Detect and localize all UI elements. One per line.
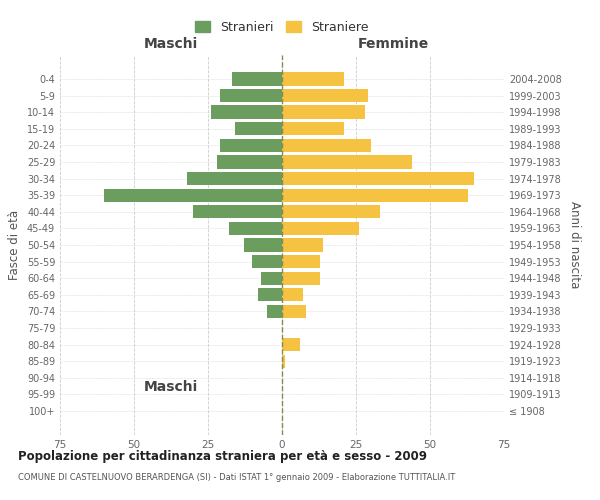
Bar [282, 238, 323, 252]
Bar [104, 188, 282, 202]
Bar [261, 272, 282, 285]
Bar [282, 255, 320, 268]
Bar [259, 288, 282, 302]
Text: Maschi: Maschi [144, 380, 198, 394]
Bar [282, 122, 344, 136]
Bar [282, 106, 365, 119]
Bar [282, 172, 475, 185]
Text: Maschi: Maschi [144, 37, 198, 51]
Bar [229, 222, 282, 235]
Bar [282, 272, 320, 285]
Y-axis label: Anni di nascita: Anni di nascita [568, 202, 581, 288]
Bar [193, 205, 282, 218]
Bar [267, 305, 282, 318]
Bar [235, 122, 282, 136]
Text: Popolazione per cittadinanza straniera per età e sesso - 2009: Popolazione per cittadinanza straniera p… [18, 450, 427, 463]
Bar [211, 106, 282, 119]
Bar [220, 89, 282, 102]
Bar [282, 338, 300, 351]
Y-axis label: Fasce di età: Fasce di età [8, 210, 21, 280]
Bar [187, 172, 282, 185]
Bar [217, 156, 282, 168]
Text: Femmine: Femmine [358, 37, 428, 51]
Bar [232, 72, 282, 86]
Bar [282, 354, 285, 368]
Legend: Stranieri, Straniere: Stranieri, Straniere [190, 16, 374, 38]
Bar [282, 72, 344, 86]
Text: COMUNE DI CASTELNUOVO BERARDENGA (SI) - Dati ISTAT 1° gennaio 2009 - Elaborazion: COMUNE DI CASTELNUOVO BERARDENGA (SI) - … [18, 472, 455, 482]
Bar [282, 222, 359, 235]
Bar [244, 238, 282, 252]
Bar [282, 305, 305, 318]
Bar [282, 205, 380, 218]
Bar [253, 255, 282, 268]
Bar [282, 288, 303, 302]
Bar [282, 188, 469, 202]
Bar [282, 89, 368, 102]
Bar [282, 138, 371, 152]
Bar [220, 138, 282, 152]
Bar [282, 156, 412, 168]
